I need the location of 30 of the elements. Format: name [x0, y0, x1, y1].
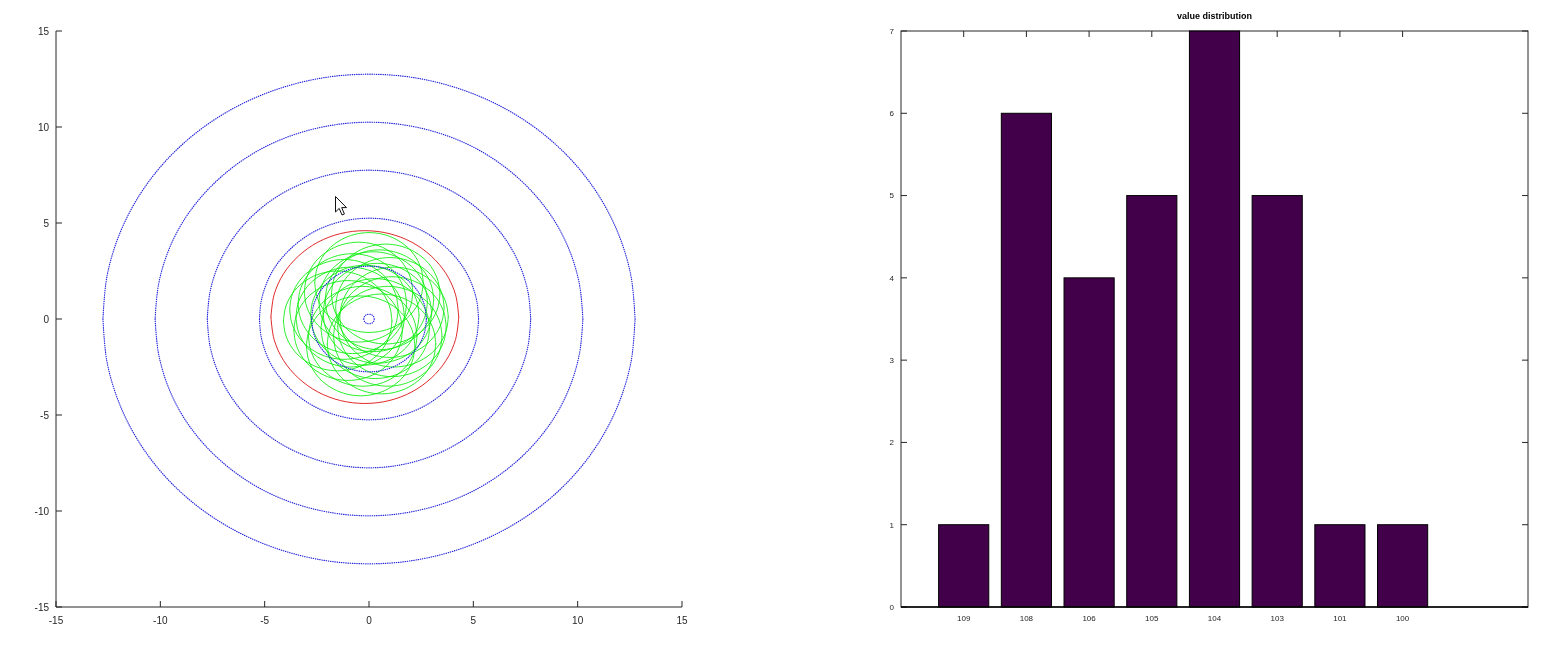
x-tick-label: 0	[366, 615, 373, 626]
chart-title: value distribution	[1176, 11, 1253, 21]
y-tick-label: -5	[40, 409, 50, 421]
y-tick-label: 15	[37, 25, 50, 37]
y-tick-label: -15	[34, 601, 50, 613]
y-tick-label: 7	[889, 26, 895, 36]
y-tick-label: -10	[34, 505, 50, 517]
y-tick-label: 1	[889, 520, 895, 530]
x-tick-label: -5	[260, 615, 270, 626]
y-tick-label: 5	[889, 191, 895, 201]
x-tick-label: 106	[1082, 614, 1097, 623]
y-tick-label: 3	[889, 355, 895, 365]
x-tick-label: 105	[1145, 614, 1160, 623]
x-tick-label: -10	[153, 615, 168, 626]
y-tick-label: 5	[43, 217, 50, 229]
x-tick-label: 15	[676, 615, 688, 626]
x-tick-label: 100	[1395, 614, 1410, 623]
x-tick-label: 108	[1019, 614, 1034, 623]
y-tick-label: 2	[889, 438, 895, 448]
x-tick-label: 103	[1270, 614, 1285, 623]
y-tick-label: 10	[37, 121, 50, 133]
x-tick-label: 104	[1207, 614, 1222, 623]
x-tick-label: 109	[957, 614, 971, 623]
x-tick-label: 5	[470, 615, 477, 626]
y-tick-label: 0	[43, 313, 50, 325]
x-tick-label: 10	[572, 615, 584, 626]
y-tick-label: 6	[889, 109, 895, 119]
x-tick-label: 101	[1333, 614, 1348, 623]
y-tick-label: 4	[889, 273, 895, 283]
y-tick-label: 0	[889, 602, 895, 612]
